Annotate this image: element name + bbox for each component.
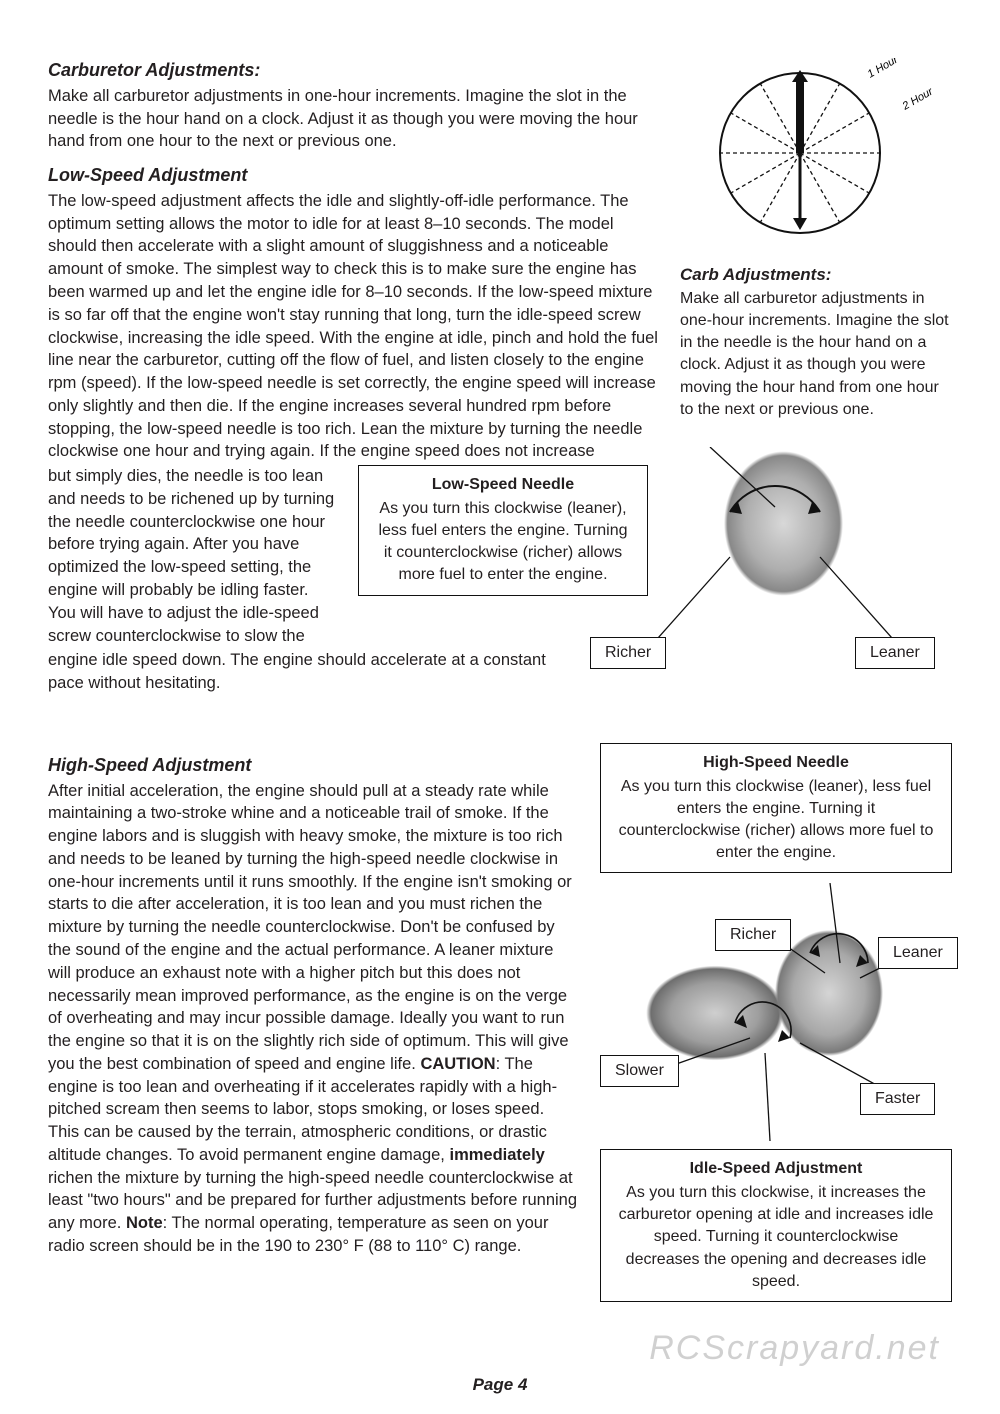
- carb1-figure: Richer Leaner: [580, 447, 952, 677]
- paragraph-low-speed-c: engine idle speed down. The engine shoul…: [48, 649, 578, 695]
- callout-high-speed-needle: High-Speed Needle As you turn this clock…: [600, 743, 952, 873]
- high-speed-a: After initial acceleration, the engine s…: [48, 782, 572, 1073]
- caution-word: CAUTION: [420, 1055, 495, 1073]
- sidebar-body: Make all carburetor adjustments in one-h…: [680, 288, 952, 420]
- low-speed-split: but simply dies, the needle is too lean …: [48, 465, 658, 649]
- paragraph-carb-adj: Make all carburetor adjustments in one-h…: [48, 85, 658, 153]
- paragraph-low-speed-b: but simply dies, the needle is too lean …: [48, 465, 338, 647]
- label-faster: Faster: [860, 1083, 935, 1115]
- watermark: RCScrapyard.net: [649, 1325, 940, 1372]
- callout-title: High-Speed Needle: [615, 752, 937, 774]
- callout-body: As you turn this clockwise (leaner), les…: [615, 776, 937, 864]
- note-word: Note: [126, 1214, 163, 1232]
- paragraph-low-speed-a: The low-speed adjustment affects the idl…: [48, 190, 658, 463]
- label-slower: Slower: [600, 1055, 679, 1087]
- clock-svg: 1 Hour 2 Hour: [680, 58, 952, 248]
- heading-carb-adjustments: Carburetor Adjustments:: [48, 58, 658, 83]
- sidebar-title: Carb Adjustments:: [680, 263, 952, 286]
- callout-idle-speed: Idle-Speed Adjustment As you turn this c…: [600, 1149, 952, 1301]
- low-speed-narrow-text: but simply dies, the needle is too lean …: [48, 465, 338, 649]
- top-row: Carburetor Adjustments: Make all carbure…: [48, 58, 952, 697]
- heading-high-speed: High-Speed Adjustment: [48, 753, 578, 778]
- lower-right-column: High-Speed Needle As you turn this clock…: [600, 743, 952, 1302]
- carb2-figure: Richer Leaner Slower Faster: [600, 883, 952, 1143]
- svg-text:2 Hour: 2 Hour: [900, 85, 937, 113]
- heading-low-speed: Low-Speed Adjustment: [48, 163, 658, 188]
- label-richer-2: Richer: [715, 919, 791, 951]
- label-leaner-1: Leaner: [855, 637, 935, 669]
- right-column: 1 Hour 2 Hour Carb Adjustments: Make all…: [680, 58, 952, 697]
- paragraph-high-speed: After initial acceleration, the engine s…: [48, 780, 578, 1258]
- lower-left-column: High-Speed Adjustment After initial acce…: [48, 743, 578, 1302]
- callout-body: As you turn this clockwise, it increases…: [615, 1182, 937, 1292]
- immediately-word: immediately: [449, 1146, 544, 1164]
- callout-title: Idle-Speed Adjustment: [615, 1158, 937, 1180]
- lower-row: High-Speed Adjustment After initial acce…: [48, 743, 952, 1302]
- label-richer-1: Richer: [590, 637, 666, 669]
- page-number: Page 4: [0, 1373, 1000, 1396]
- clock-diagram: 1 Hour 2 Hour: [680, 58, 952, 255]
- svg-text:1 Hour: 1 Hour: [866, 58, 902, 81]
- label-leaner-2: Leaner: [878, 937, 958, 969]
- left-column: Carburetor Adjustments: Make all carbure…: [48, 58, 658, 697]
